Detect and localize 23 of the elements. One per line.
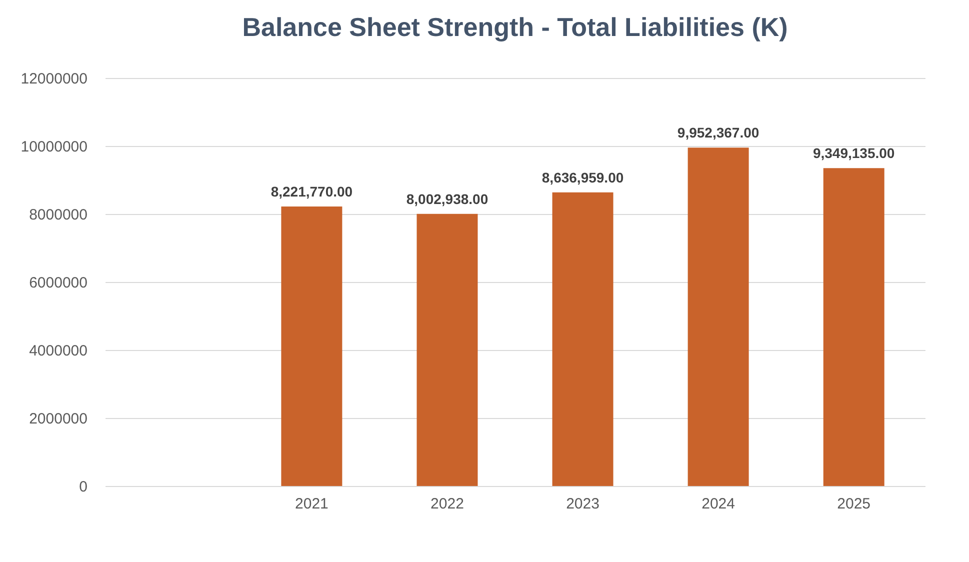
y-tick-label: 8000000 <box>29 206 88 224</box>
data-label: 8,002,938.00 <box>406 190 488 207</box>
data-label: 8,221,770.00 <box>270 183 353 200</box>
x-tick-label: 2022 <box>430 496 464 512</box>
bar <box>688 148 749 486</box>
y-tick-label: 10000000 <box>20 138 88 156</box>
y-tick-label: 6000000 <box>29 274 88 292</box>
x-tick-label: 2025 <box>837 496 871 512</box>
x-tick-label: 2023 <box>566 496 600 512</box>
data-label: 9,952,367.00 <box>677 124 760 141</box>
chart-title: Balance Sheet Strength - Total Liabilities (K) <box>242 12 788 42</box>
x-tick-label: 2024 <box>702 496 735 512</box>
bar <box>416 214 478 486</box>
y-tick-label: 4000000 <box>29 342 88 360</box>
data-label: 9,349,135.00 <box>812 145 895 162</box>
bar <box>281 206 342 486</box>
y-tick-label: 0 <box>79 478 88 496</box>
y-tick-label: 12000000 <box>20 70 88 88</box>
x-tick-label: 2021 <box>295 496 328 512</box>
data-label: 8,636,959.00 <box>542 169 624 186</box>
bar <box>552 192 614 486</box>
y-tick-label: 2000000 <box>29 410 88 428</box>
bar <box>823 168 884 486</box>
